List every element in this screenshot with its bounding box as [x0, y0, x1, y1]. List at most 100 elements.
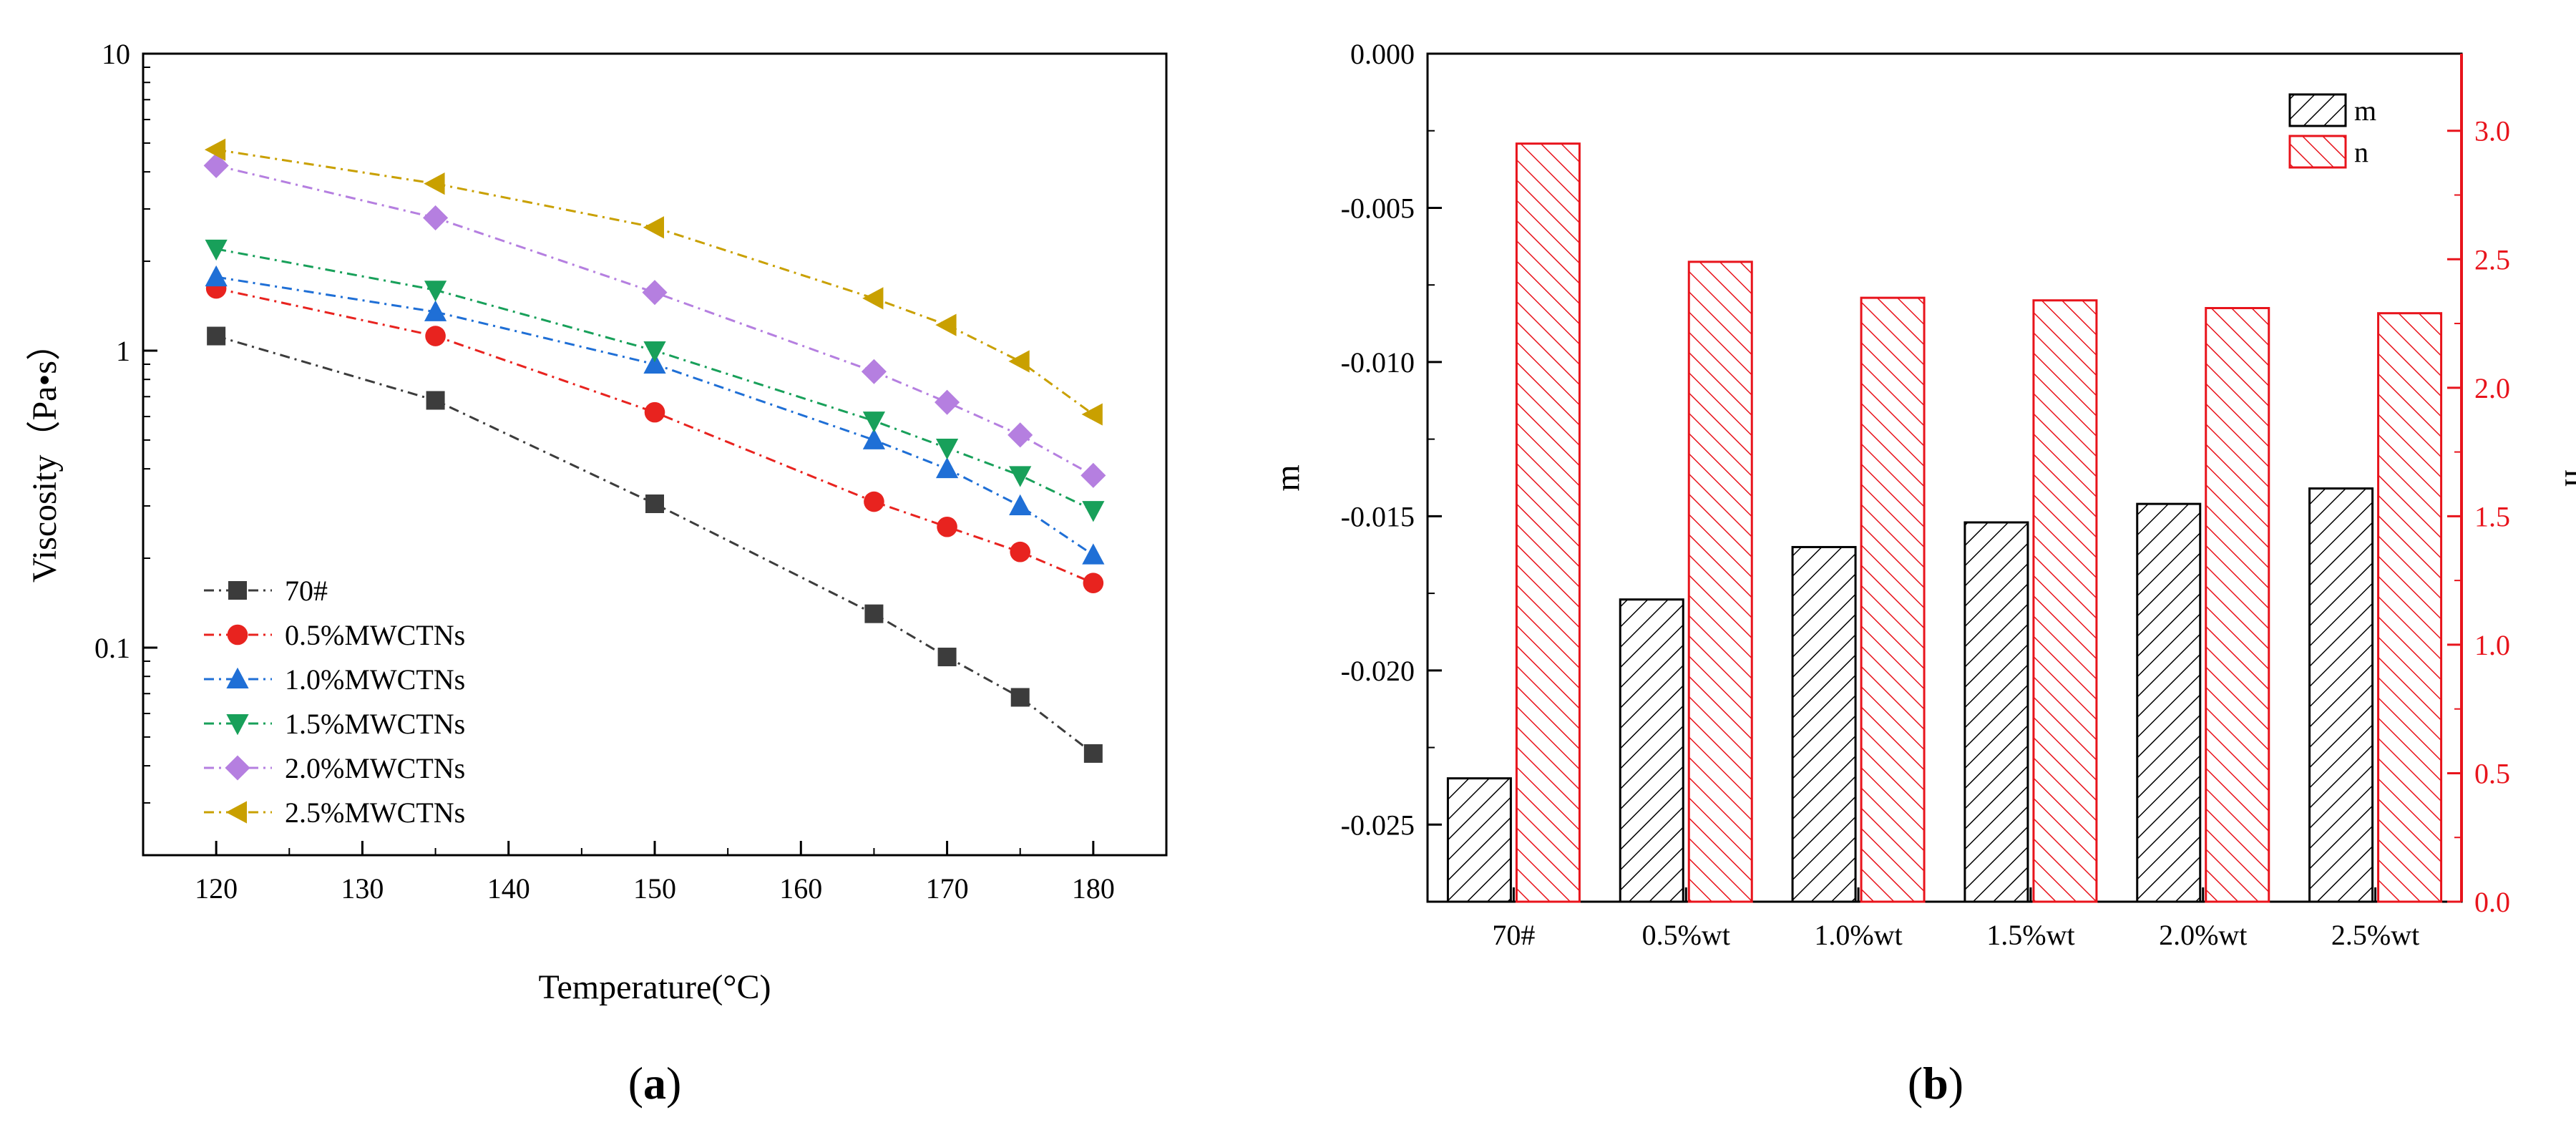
bar-m [1791, 545, 1857, 903]
bar-m [2308, 487, 2374, 903]
x-tick-label: 1.5%wt [1986, 919, 2074, 951]
x-tick-label: 0.5%wt [1642, 919, 1730, 951]
right-tick-label: 3.0 [2474, 115, 2510, 147]
bar-n [1515, 142, 1581, 903]
x-tick-label: 170 [926, 872, 969, 905]
right-tick-label: 1.0 [2474, 629, 2510, 661]
data-point [1009, 494, 1032, 515]
x-tick-label: 130 [341, 872, 384, 905]
data-point [205, 265, 228, 287]
chart-a-y-axis-title: Viscosity（Pa•s） [26, 326, 64, 583]
data-point [864, 604, 884, 623]
chart-b-panel-label: (b) [1908, 1058, 1963, 1109]
series-line [215, 164, 1094, 477]
bar-m [1446, 777, 1512, 903]
legend-label: 0.5%MWCTNs [285, 619, 465, 651]
legend-swatch [2288, 135, 2347, 169]
x-tick-label: 140 [487, 872, 530, 905]
data-point [1081, 403, 1103, 426]
left-tick-label: -0.015 [1341, 500, 1415, 532]
bar-m [1619, 598, 1684, 903]
data-point [862, 287, 884, 310]
legend-marker [227, 624, 248, 646]
bar-n [2032, 299, 2098, 903]
right-tick-label: 2.5 [2474, 243, 2510, 276]
legend-marker [228, 581, 247, 600]
data-point [1082, 501, 1105, 522]
data-point [424, 172, 445, 195]
right-tick-label: 1.5 [2474, 500, 2510, 532]
data-point [935, 313, 957, 336]
left-tick-label: -0.020 [1341, 655, 1415, 687]
data-point [205, 239, 228, 261]
left-tick-label: -0.025 [1341, 809, 1415, 841]
data-point [861, 359, 887, 384]
data-point [424, 300, 447, 321]
data-point [642, 280, 668, 306]
bar-n [2377, 312, 2443, 903]
left-tick-label: 0.000 [1350, 38, 1415, 70]
data-point [1082, 543, 1105, 565]
data-point [645, 494, 664, 513]
chart-b-left-axis-title: m [1269, 464, 1307, 491]
legend-label: 2.5%MWCTNs [285, 797, 465, 829]
legend-marker [225, 801, 247, 824]
left-tick-label: -0.005 [1341, 192, 1415, 224]
y-tick-label: 10 [102, 38, 130, 70]
x-tick-label: 1.0%wt [1814, 919, 1902, 951]
data-point [204, 138, 226, 161]
legend-swatch [2288, 93, 2347, 127]
right-tick-label: 0.0 [2474, 886, 2510, 918]
bar-m [2136, 502, 2202, 903]
left-tick-label: -0.010 [1341, 346, 1415, 379]
data-point [1083, 573, 1104, 593]
legend-label: n [2354, 136, 2368, 168]
x-tick-label: 180 [1072, 872, 1115, 905]
legend-marker [226, 667, 249, 688]
x-tick-label: 2.0%wt [2159, 919, 2247, 951]
x-tick-label: 70# [1492, 919, 1535, 951]
data-point [1008, 422, 1033, 448]
legend-label: 2.0%MWCTNs [285, 752, 465, 784]
mn-bar-chart: 0.000 -0.005 -0.010 -0.015 -0.020 -0.025 0.0 0… [1269, 38, 2576, 1109]
x-tick-label: 150 [633, 872, 676, 905]
legend-label: 70# [285, 575, 328, 607]
data-point [203, 152, 229, 178]
data-point [862, 411, 886, 433]
data-point [1080, 462, 1106, 488]
bar-m [1963, 521, 2029, 903]
chart-b-plot-frame [1426, 52, 2463, 903]
data-point [643, 352, 666, 374]
legend-marker [225, 755, 250, 781]
x-tick-label: 2.5%wt [2331, 919, 2419, 951]
bar-n [1860, 296, 1926, 903]
right-tick-label: 2.0 [2474, 372, 2510, 404]
x-tick-label: 160 [779, 872, 822, 905]
data-point [864, 491, 884, 512]
data-point [937, 648, 957, 667]
data-point [1010, 541, 1031, 562]
data-point [935, 439, 959, 460]
chart-a-panel-label: (a) [628, 1058, 682, 1109]
data-point [862, 428, 886, 449]
legend-label: 1.0%MWCTNs [285, 663, 465, 696]
legend-label: 1.5%MWCTNs [285, 708, 465, 740]
data-point [1083, 744, 1103, 763]
data-point [425, 326, 446, 346]
chart-b-right-axis-title: n [2557, 469, 2576, 487]
data-point [1008, 350, 1030, 373]
x-tick-label: 120 [195, 872, 238, 905]
data-point [424, 281, 447, 302]
y-tick-label: 1 [116, 335, 130, 367]
data-point [935, 457, 959, 479]
data-point [937, 516, 957, 537]
data-point [1010, 688, 1030, 707]
data-point [643, 216, 664, 239]
legend-marker [226, 714, 249, 736]
legend-label: m [2354, 94, 2376, 127]
bar-n [2205, 307, 2270, 903]
chart-a-x-axis-title: Temperature(°C) [538, 968, 771, 1006]
data-point [423, 205, 449, 230]
